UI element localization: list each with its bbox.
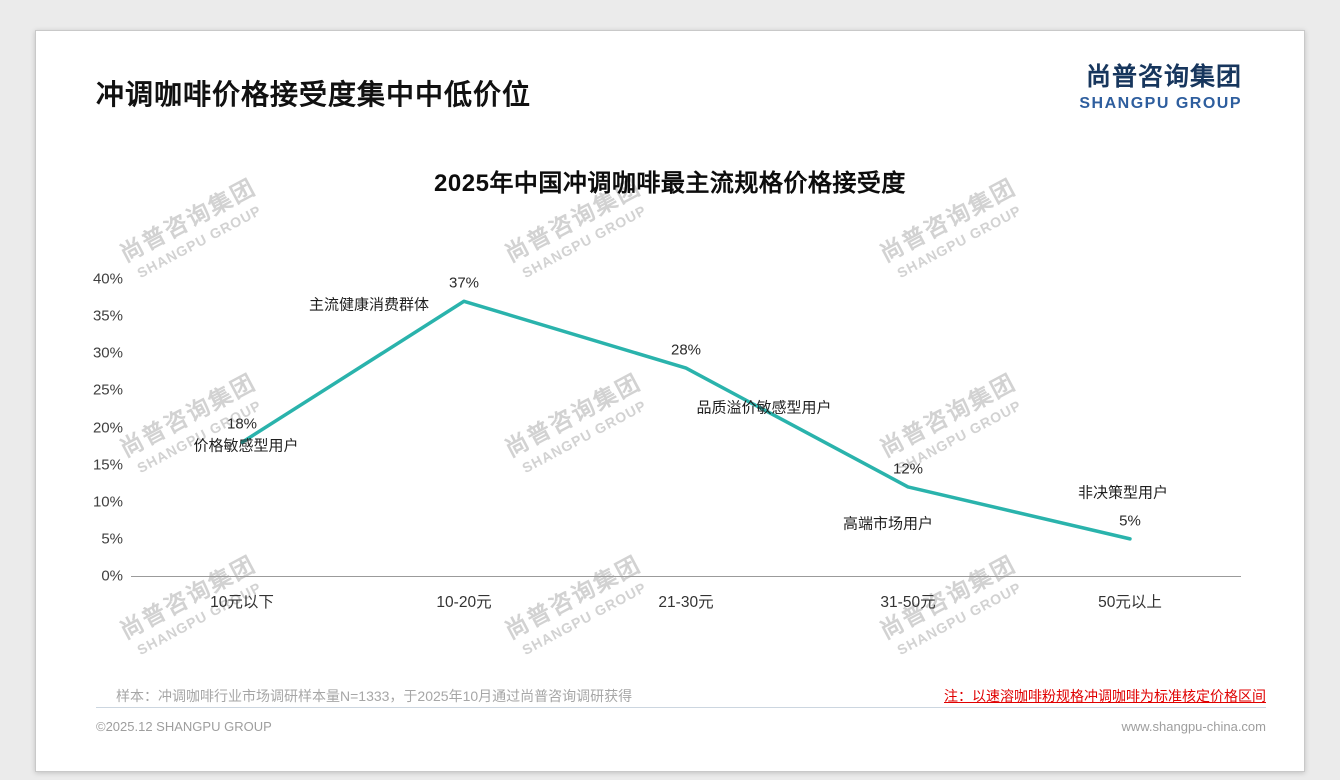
website-url: www.shangpu-china.com xyxy=(1121,719,1266,734)
annotation: 高端市场用户 xyxy=(842,515,934,533)
annotation: 价格敏感型用户 xyxy=(193,437,299,455)
data-label: 28% xyxy=(670,341,702,359)
x-axis-label: 10元以下 xyxy=(210,594,274,611)
company-logo: 尚普咨询集团 SHANGPU GROUP xyxy=(1079,57,1242,113)
pricing-standard-note: 注：以速溶咖啡粉规格冲调咖啡为标准核定价格区间 xyxy=(944,688,1266,704)
annotation: 品质溢价敏感型用户 xyxy=(696,399,832,417)
annotation: 主流健康消费群体 xyxy=(308,296,430,314)
content-layer: 冲调咖啡价格接受度集中中低价位 尚普咨询集团 SHANGPU GROUP 202… xyxy=(36,31,1304,771)
y-axis-label: 30% xyxy=(92,344,123,362)
slide-card: 尚普咨询集团 SHANGPU GROUP 尚普咨询集团 SHANGPU GROUP 尚普… xyxy=(35,30,1305,772)
chart-title: 2025年中国冲调咖啡最主流规格价格接受度 xyxy=(434,170,906,197)
data-label: 37% xyxy=(448,274,480,292)
y-axis-label: 0% xyxy=(101,567,123,585)
x-axis-label: 10-20元 xyxy=(436,594,492,611)
y-axis-label: 40% xyxy=(92,270,123,288)
y-axis-label: 35% xyxy=(92,307,123,325)
x-axis-label: 31-50元 xyxy=(880,594,936,611)
data-label: 5% xyxy=(1119,512,1141,530)
y-axis-label: 15% xyxy=(92,456,123,474)
x-axis-line xyxy=(131,576,1241,577)
line-chart-canvas xyxy=(240,299,1132,541)
data-label: 12% xyxy=(892,460,924,478)
annotation: 非决策型用户 xyxy=(1077,484,1169,502)
copyright-text: ©2025.12 SHANGPU GROUP xyxy=(96,719,272,734)
logo-chinese-name: 尚普咨询集团 xyxy=(1085,63,1242,91)
footer-divider xyxy=(96,707,1266,708)
x-axis-label: 50元以上 xyxy=(1098,594,1162,611)
data-label: 18% xyxy=(226,415,258,433)
x-axis-label: 21-30元 xyxy=(658,594,714,611)
y-axis-label: 20% xyxy=(92,419,123,436)
sample-note: 样本：冲调咖啡行业市场调研样本量N=1333，于2025年10月通过尚普咨询调研… xyxy=(116,688,633,704)
chart-area: 0% 5% 10% 15% 20% 25% 30% 35% 40% 10元以下 10-20元 21-3… xyxy=(36,31,1304,771)
y-axis-label: 25% xyxy=(92,381,123,399)
logo-english-name: SHANGPU GROUP xyxy=(1079,95,1242,112)
y-axis-label: 5% xyxy=(101,530,123,548)
page-title: 冲调咖啡价格接受度集中中低价位 xyxy=(96,79,532,110)
y-axis-label: 10% xyxy=(92,493,123,511)
price-acceptance-line xyxy=(240,299,1132,541)
